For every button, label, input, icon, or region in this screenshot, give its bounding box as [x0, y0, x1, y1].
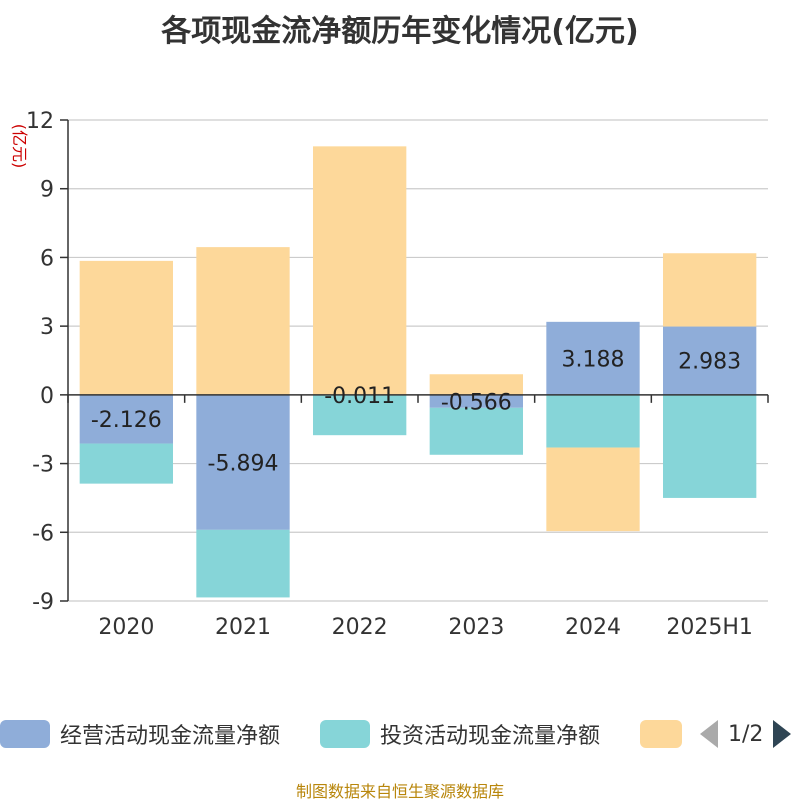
- pager-prev-icon[interactable]: [700, 720, 718, 748]
- x-tick-label: 2023: [448, 615, 504, 640]
- y-tick-label: -9: [32, 590, 54, 615]
- pager-text: 1/2: [728, 722, 763, 747]
- y-tick-label: -3: [32, 453, 54, 478]
- y-tick-label: 12: [26, 109, 54, 134]
- y-axis-label: (亿元): [10, 124, 29, 169]
- data-label-operating: -0.566: [441, 390, 512, 415]
- legend-label-operating: 经营活动现金流量净额: [60, 718, 280, 750]
- legend-swatch-operating: [0, 720, 50, 748]
- bar-series-1-2020[interactable]: [80, 444, 173, 484]
- x-tick-label: 2024: [565, 615, 621, 640]
- x-tick-label: 2020: [98, 615, 154, 640]
- bar-series-2-2022[interactable]: [313, 146, 406, 395]
- x-tick-label: 2021: [215, 615, 271, 640]
- legend-pager: 1/2: [700, 718, 791, 750]
- pager-next-icon[interactable]: [773, 720, 791, 748]
- data-label-operating: 3.188: [562, 347, 625, 372]
- y-tick-label: 0: [40, 384, 54, 409]
- bar-series-1-2024[interactable]: [546, 395, 639, 448]
- bar-series-2-2025H1[interactable]: [663, 253, 756, 326]
- y-tick-label: 3: [40, 315, 54, 340]
- x-tick-label: 2022: [332, 615, 388, 640]
- source-note: 制图数据来自恒生聚源数据库: [0, 778, 800, 802]
- bar-series-1-2021[interactable]: [196, 530, 289, 598]
- bar-series-1-2025H1[interactable]: [663, 395, 756, 498]
- data-label-operating: -2.126: [91, 408, 162, 433]
- legend-label-investing: 投资活动现金流量净额: [380, 718, 600, 750]
- data-label-operating: -5.894: [208, 451, 279, 476]
- bars-layer: [80, 146, 757, 597]
- x-tick-label: 2025H1: [666, 615, 753, 640]
- data-label-operating: -0.011: [324, 384, 395, 409]
- labels-layer: 2020 2021 2022 2023 2024 2025H1 -2.126 -5.894 -0…: [91, 347, 753, 640]
- bar-series-2-2020[interactable]: [80, 261, 173, 395]
- data-label-operating: 2.983: [678, 350, 741, 375]
- legend-swatch-investing: [320, 720, 370, 748]
- y-tick-label: 9: [40, 178, 54, 203]
- y-tick-label: -6: [32, 521, 54, 546]
- legend-swatch-financing: [640, 720, 682, 748]
- legend: 经营活动现金流量净额 投资活动现金流量净额: [0, 716, 800, 752]
- bar-series-2-2024[interactable]: [546, 448, 639, 532]
- bar-series-2-2021[interactable]: [196, 247, 289, 395]
- legend-item-investing[interactable]: 投资活动现金流量净额: [320, 716, 600, 752]
- y-tick-label: 6: [40, 246, 54, 271]
- legend-item-financing[interactable]: [640, 716, 682, 752]
- legend-item-operating[interactable]: 经营活动现金流量净额: [0, 716, 280, 752]
